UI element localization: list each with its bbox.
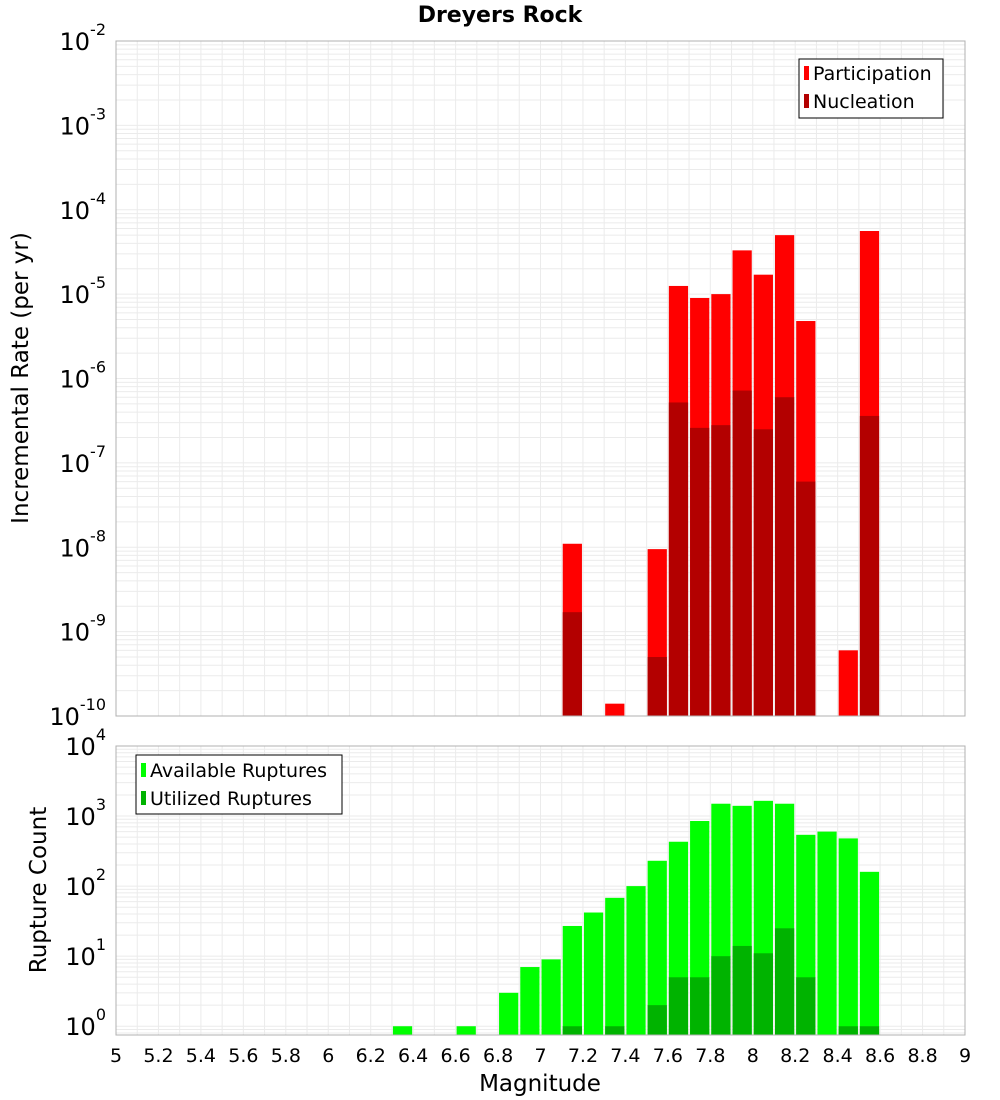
bottom-legend-box — [135, 754, 343, 815]
legend-available-swatch — [141, 763, 146, 777]
nucleation-bar — [859, 415, 880, 716]
utilized-ruptures-bar — [668, 977, 689, 1035]
nucleation-bar — [732, 390, 752, 716]
x-tick-label: 7.6 — [653, 1045, 683, 1067]
bottom-plot-border — [115, 745, 966, 1036]
participation-bar — [605, 703, 625, 716]
top-legend-box — [798, 58, 944, 119]
available-ruptures-bar — [541, 959, 561, 1035]
x-tick-label: 8.8 — [907, 1045, 937, 1067]
legend-utilized-label: Utilized Ruptures — [150, 788, 312, 810]
x-tick-label: 5.2 — [143, 1045, 173, 1067]
available-ruptures-bar — [817, 831, 837, 1035]
available-ruptures-bar — [392, 1026, 413, 1035]
participation-bar — [838, 650, 858, 716]
x-tick-label: 6.6 — [440, 1045, 470, 1067]
available-ruptures-bar — [647, 860, 667, 1035]
utilized-ruptures-bar — [647, 1005, 667, 1035]
nucleation-bar — [668, 402, 689, 716]
utilized-ruptures-bar — [711, 956, 731, 1035]
participation-nucleation-panel: Dreyers Rock 10-10 10-9 10-8 10-7 10-6 10-5 10… — [8, 3, 966, 731]
chart-title: Dreyers Rock — [418, 3, 584, 28]
x-tick-label: 5.4 — [186, 1045, 216, 1067]
utilized-ruptures-bar — [732, 945, 752, 1035]
bottom-legend: Available Ruptures Utilized Ruptures — [135, 754, 343, 815]
top-y-axis-label: Incremental Rate (per yr) — [8, 232, 34, 524]
available-ruptures-bar — [859, 871, 880, 1035]
top-plot-border — [115, 40, 966, 717]
utilized-ruptures-bar — [859, 1026, 880, 1035]
nucleation-bar — [711, 425, 731, 716]
x-tick-label: 6.4 — [398, 1045, 428, 1067]
bottom-y-tick-label: 100 — [65, 1005, 106, 1041]
legend-nucleation-label: Nucleation — [813, 91, 915, 113]
top-legend: Participation Nucleation — [798, 58, 944, 119]
nucleation-bar — [562, 612, 582, 716]
top-y-tick-label: 10-2 — [60, 20, 107, 56]
rupture-count-panel: 100 101 102 103 104 5 5.2 5.4 5.6 5.8 6 6.2 6.4 6.6 6… — [26, 725, 971, 1097]
legend-nucleation-swatch — [804, 94, 809, 108]
x-tick-label: 6.8 — [483, 1045, 513, 1067]
x-tick-label: 9 — [959, 1045, 971, 1067]
nucleation-bar — [753, 429, 773, 716]
top-y-tick-label: 10-10 — [49, 695, 106, 731]
x-tick-label: 5.8 — [271, 1045, 301, 1067]
nucleation-bar — [796, 481, 816, 716]
x-tick-label: 8.4 — [823, 1045, 853, 1067]
available-ruptures-bar — [499, 992, 519, 1035]
legend-participation-swatch — [804, 66, 809, 80]
x-tick-label: 6 — [322, 1045, 334, 1067]
x-tick-label: 5 — [110, 1045, 122, 1067]
x-tick-label: 7.4 — [610, 1045, 640, 1067]
available-ruptures-bar — [562, 925, 582, 1035]
utilized-ruptures-bar — [605, 1026, 625, 1035]
utilized-ruptures-bar — [796, 977, 816, 1035]
x-tick-label: 7.2 — [568, 1045, 598, 1067]
x-tick-label: 8.2 — [780, 1045, 810, 1067]
available-ruptures-bar — [456, 1026, 476, 1035]
top-y-tick-label: 10-7 — [60, 442, 107, 478]
x-tick-label: 6.2 — [356, 1045, 386, 1067]
nucleation-bar — [774, 397, 795, 716]
legend-utilized-swatch — [141, 791, 146, 805]
bottom-y-axis-label: Rupture Count — [26, 807, 52, 973]
top-y-tick-label: 10-8 — [60, 526, 107, 562]
top-y-tick-label: 10-9 — [60, 611, 107, 647]
legend-participation-label: Participation — [813, 63, 932, 85]
top-y-tick-label: 10-4 — [60, 189, 107, 225]
top-y-tick-label: 10-5 — [60, 273, 107, 309]
nucleation-bar — [690, 427, 710, 716]
x-axis-label: Magnitude — [479, 1071, 601, 1097]
bottom-y-tick-label: 102 — [65, 865, 106, 901]
x-tick-label: 5.6 — [228, 1045, 258, 1067]
x-tick-label: 7 — [534, 1045, 546, 1067]
utilized-ruptures-bar — [774, 928, 795, 1035]
x-tick-label: 8.6 — [865, 1045, 895, 1067]
utilized-ruptures-bar — [838, 1026, 858, 1035]
legend-available-label: Available Ruptures — [150, 760, 327, 782]
utilized-ruptures-bar — [562, 1026, 582, 1035]
utilized-ruptures-bar — [753, 953, 773, 1035]
available-ruptures-bar — [838, 838, 858, 1035]
utilized-ruptures-bar — [690, 977, 710, 1035]
x-tick-label: 7.8 — [695, 1045, 725, 1067]
available-ruptures-bar — [626, 886, 646, 1035]
top-y-tick-label: 10-6 — [60, 358, 107, 394]
available-ruptures-bar — [520, 967, 540, 1035]
nucleation-bar — [647, 657, 667, 716]
top-y-tick-label: 10-3 — [60, 104, 107, 140]
bottom-y-tick-label: 101 — [65, 935, 106, 971]
bottom-y-tick-label: 103 — [65, 795, 106, 831]
bottom-y-tick-label: 104 — [65, 725, 106, 761]
available-ruptures-bar — [605, 897, 625, 1035]
available-ruptures-bar — [583, 912, 604, 1035]
x-tick-label: 8 — [747, 1045, 759, 1067]
